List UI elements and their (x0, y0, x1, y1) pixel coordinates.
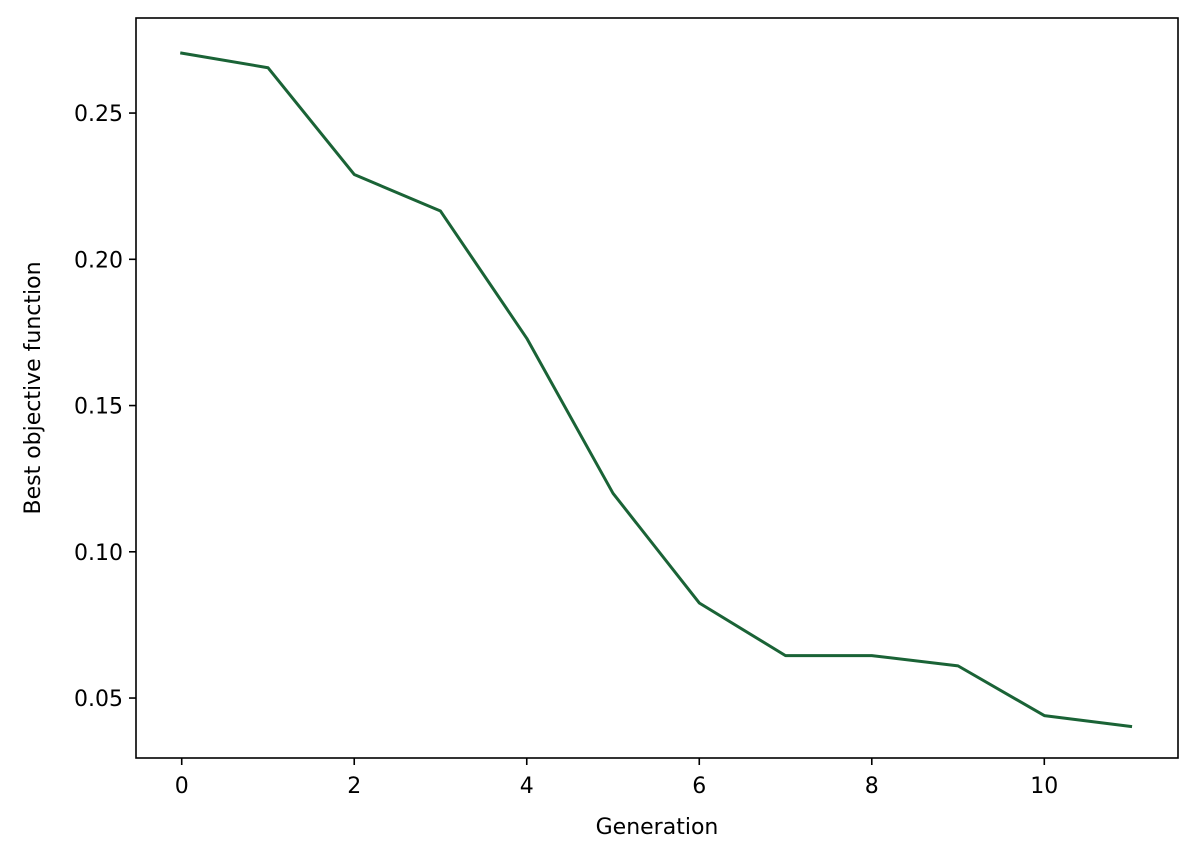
x-tick-label: 6 (692, 774, 706, 799)
x-axis-label: Generation (596, 815, 719, 840)
x-tick-label: 8 (865, 774, 879, 799)
y-tick-label: 0.10 (74, 541, 123, 566)
series-line-0 (179, 51, 1133, 729)
x-tick-label: 2 (347, 774, 361, 799)
y-tick-label: 0.20 (74, 248, 123, 273)
x-tick-label: 10 (1030, 774, 1058, 799)
x-axis-ticks: 0 2 4 6 8 10 (175, 758, 1058, 799)
y-axis-ticks: 0.05 0.10 0.15 0.20 0.25 (74, 102, 136, 712)
x-tick-label: 4 (520, 774, 534, 799)
series-layer (179, 51, 1133, 729)
y-tick-label: 0.15 (74, 395, 123, 420)
x-tick-label: 0 (175, 774, 189, 799)
y-tick-label: 0.05 (74, 687, 123, 712)
y-tick-label: 0.25 (74, 102, 123, 127)
axes-frame (135, 17, 1179, 759)
y-axis-label: Best objective function (21, 261, 46, 514)
